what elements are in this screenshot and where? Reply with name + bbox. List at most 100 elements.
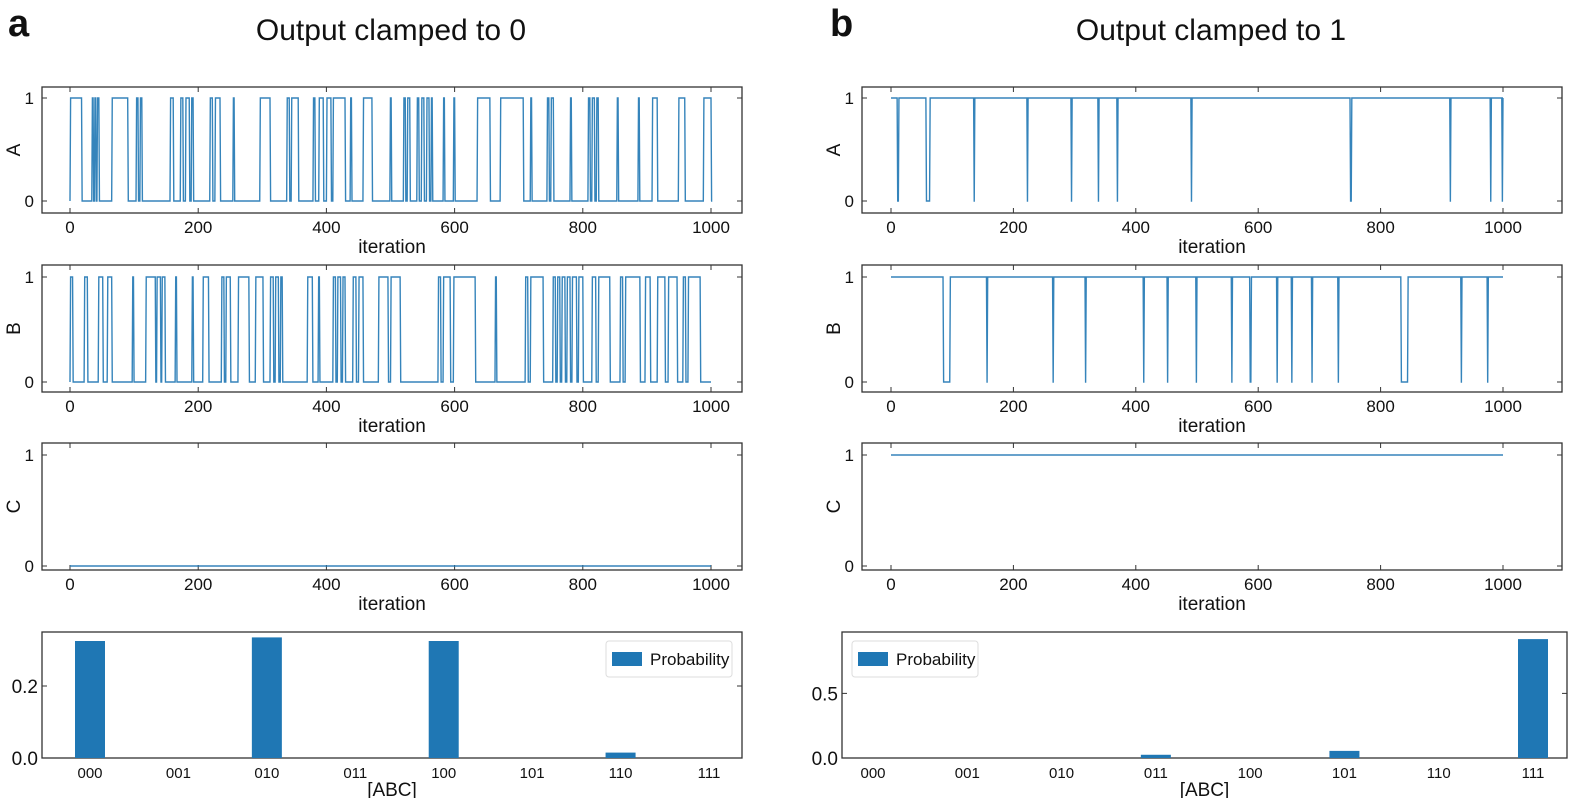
bar-010 [251, 637, 282, 758]
x-tick-label: 600 [440, 397, 468, 416]
x-tick-label: 0 [65, 397, 74, 416]
legend-box [851, 640, 979, 678]
x-tick-label: 011 [343, 765, 367, 782]
x-tick-label: 200 [184, 218, 212, 237]
x-axis-label: [ABC] [1180, 780, 1230, 798]
x-axis-label: [ABC] [367, 780, 417, 798]
y-axis-label: C [4, 500, 25, 514]
x-tick-label: 200 [184, 575, 212, 594]
x-tick-label: 010 [1049, 765, 1074, 782]
y-tick-label: 1 [845, 446, 854, 465]
x-tick-label: 100 [431, 765, 456, 782]
x-tick-label: 800 [1366, 575, 1394, 594]
x-axis-label: iteration [1178, 594, 1246, 615]
y-tick-label: 1 [845, 268, 854, 287]
y-axis-label: C [824, 500, 845, 514]
y-tick-label: 0 [25, 192, 34, 211]
x-tick-label: 400 [312, 397, 340, 416]
x-tick-label: 0 [65, 575, 74, 594]
x-tick-label: 110 [1427, 765, 1451, 782]
x-tick-label: 200 [999, 397, 1027, 416]
x-tick-label: 800 [569, 575, 597, 594]
y-axis-label: A [824, 143, 845, 156]
y-tick-label: 0.5 [812, 684, 838, 705]
x-tick-label: 400 [312, 218, 340, 237]
y-tick-label: 1 [25, 89, 34, 108]
x-tick-label: 100 [1238, 765, 1263, 782]
axes-frame [41, 264, 743, 393]
legend-swatch [612, 652, 642, 666]
y-axis-label: B [4, 322, 25, 335]
x-tick-label: 400 [312, 575, 340, 594]
legend-label: Probability [650, 650, 730, 669]
bar-110 [605, 752, 636, 758]
y-tick-label: 0 [25, 557, 34, 576]
series-line [891, 276, 1503, 383]
legend-box [605, 640, 733, 678]
x-tick-label: 200 [999, 218, 1027, 237]
y-tick-label: 0 [25, 373, 34, 392]
y-tick-label: 1 [845, 89, 854, 108]
panel-label-a: a [8, 3, 30, 45]
x-tick-label: 600 [440, 218, 468, 237]
x-tick-label: 0 [65, 218, 74, 237]
y-tick-label: 0.2 [12, 677, 38, 698]
legend-label: Probability [896, 650, 976, 669]
timeseries-b-A: 0 200 400 600 800 1000 0 1 iteration A [824, 86, 1563, 258]
x-tick-label: 111 [698, 765, 721, 782]
panel-label-b: b [830, 3, 853, 45]
x-tick-label: 200 [999, 575, 1027, 594]
bar-100 [428, 641, 459, 758]
x-tick-label: 001 [955, 765, 980, 782]
y-tick-label: 0.0 [12, 749, 38, 770]
panel-title-a: Output clamped to 0 [256, 14, 526, 47]
bar-chart-b: 000 001 010 011 100 101 110 111 0.0 0.5 [ABC] Proba… [812, 631, 1568, 801]
legend: Probability [851, 640, 979, 678]
x-tick-label: 000 [77, 765, 102, 782]
x-axis-label: iteration [1178, 416, 1246, 437]
x-tick-label: 111 [1522, 765, 1545, 782]
y-axis-label: A [4, 143, 25, 156]
timeseries-b-C: 0 200 400 600 800 1000 0 1 iteration C [824, 442, 1563, 615]
axes-frame [861, 264, 1563, 393]
axes-frame [41, 442, 743, 571]
legend: Probability [605, 640, 733, 678]
x-tick-label: 400 [1122, 218, 1150, 237]
y-tick-label: 0 [845, 557, 854, 576]
x-tick-label: 101 [1332, 765, 1357, 782]
bar-011 [1140, 754, 1171, 758]
axes-frame [841, 631, 1568, 759]
series-line [69, 276, 711, 383]
x-tick-label: 101 [520, 765, 545, 782]
axes-frame [41, 86, 743, 214]
panel-title-b: Output clamped to 1 [1076, 14, 1346, 47]
axes-frame [861, 86, 1563, 214]
x-tick-label: 0 [886, 218, 895, 237]
y-tick-label: 0 [845, 373, 854, 392]
bar-000 [75, 641, 105, 758]
y-tick-label: 1 [25, 268, 34, 287]
x-tick-label: 010 [254, 765, 279, 782]
x-tick-label: 011 [1144, 765, 1168, 782]
x-tick-label: 600 [1244, 397, 1272, 416]
axes-frame [861, 442, 1563, 571]
y-tick-label: 0.0 [812, 749, 838, 770]
x-tick-label: 1000 [692, 218, 730, 237]
series-line [891, 97, 1504, 202]
x-tick-label: 200 [184, 397, 212, 416]
x-tick-label: 600 [1244, 218, 1272, 237]
x-tick-label: 1000 [692, 397, 730, 416]
x-tick-label: 1000 [692, 575, 730, 594]
timeseries-a-A: 0 200 400 600 800 1000 0 1 iteration A [4, 86, 743, 258]
timeseries-b-B: 0 200 400 600 800 1000 0 1 iteration B [824, 264, 1563, 437]
x-axis-label: iteration [358, 416, 426, 437]
timeseries-a-C: 0 200 400 600 800 1000 0 1 iteration C [4, 442, 743, 615]
x-tick-label: 1000 [1484, 575, 1522, 594]
x-tick-label: 600 [1244, 575, 1272, 594]
x-tick-label: 1000 [1484, 218, 1522, 237]
x-tick-label: 400 [1122, 575, 1150, 594]
bar-chart-a: 000 001 010 011 100 101 110 111 0.0 0.2 [ABC] Proba… [12, 631, 743, 801]
x-tick-label: 800 [569, 218, 597, 237]
x-tick-label: 800 [1366, 397, 1394, 416]
